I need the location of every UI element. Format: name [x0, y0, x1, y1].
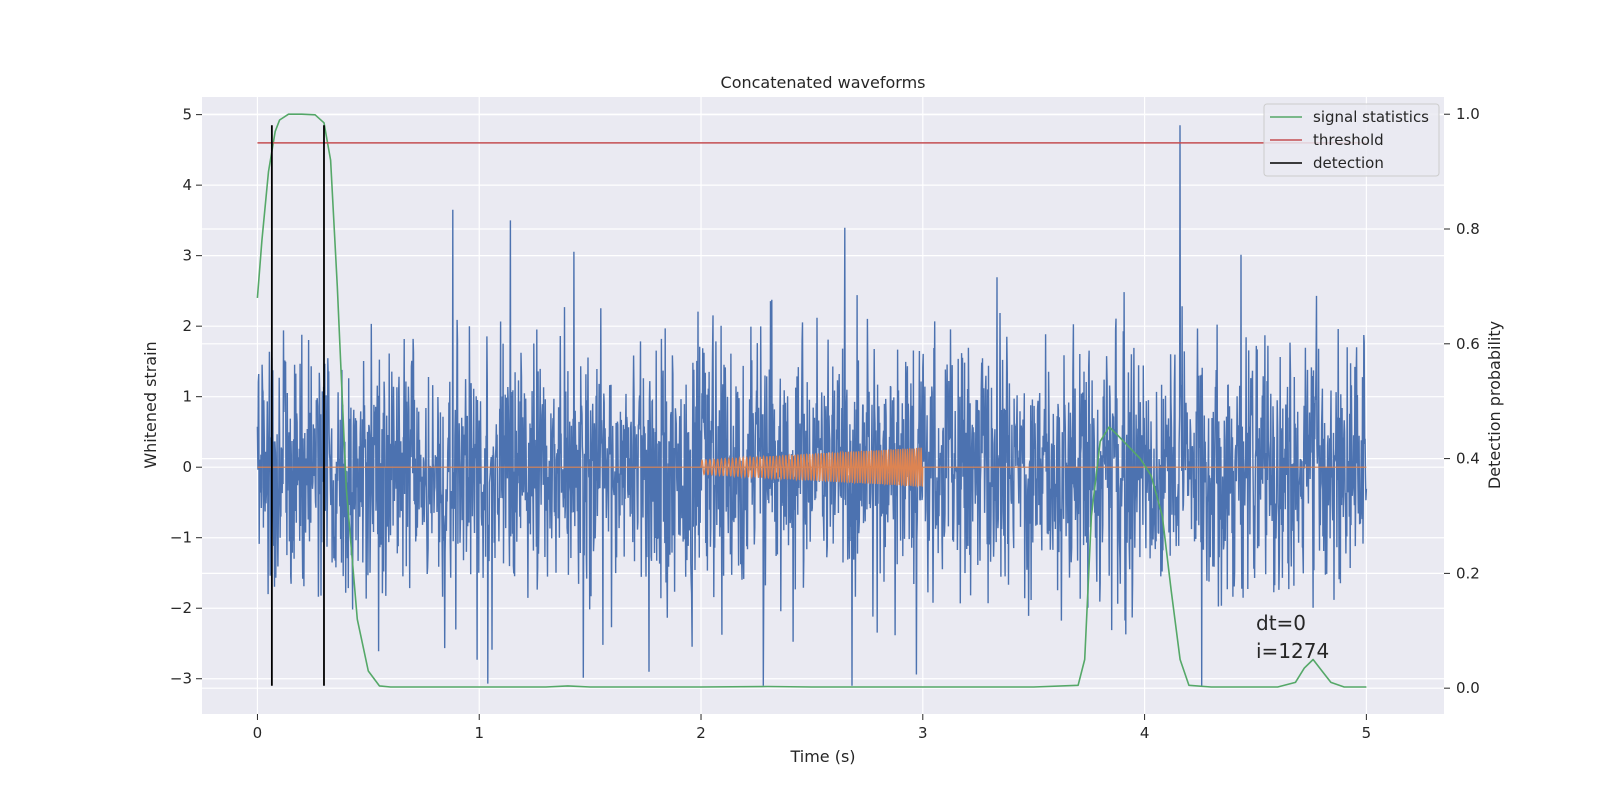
y-tick-label: 0 [182, 458, 192, 476]
annotation-index: i=1274 [1256, 639, 1329, 663]
signal-statistics-line [256, 113, 1367, 688]
y-tick-label: 4 [182, 176, 192, 194]
x-tick-label: 2 [696, 724, 706, 742]
x-tick-label: 4 [1140, 724, 1150, 742]
y-tick-label: 1 [182, 388, 192, 406]
x-tick-label: 1 [474, 724, 484, 742]
chart-title: Concatenated waveforms [721, 73, 926, 92]
y-axis-label-right: Detection probability [1485, 321, 1504, 489]
y-tick-label: −2 [170, 599, 192, 617]
y-tick-label: 2 [182, 317, 192, 335]
y-right-tick-label: 0.2 [1456, 564, 1480, 582]
legend: signal statistics threshold detection [1263, 103, 1440, 177]
x-tick-label: 0 [253, 724, 263, 742]
strain-series [256, 125, 1368, 686]
x-tick-label: 5 [1362, 724, 1372, 742]
y-right-tick-label: 0.6 [1456, 335, 1480, 353]
strain-line [256, 125, 1368, 686]
y-right-tick-label: 1.0 [1456, 105, 1480, 123]
x-tick-label: 3 [918, 724, 928, 742]
x-axis-label: Time (s) [789, 747, 855, 766]
detection-series [270, 125, 325, 686]
legend-label-threshold: threshold [1313, 131, 1384, 149]
y-axis-label: Whitened strain [141, 341, 160, 468]
y-right-tick-label: 0.8 [1456, 220, 1480, 238]
annotations: dt=0 i=1274 [1256, 611, 1329, 663]
legend-box [1263, 103, 1440, 177]
legend-label-detection: detection [1313, 154, 1384, 172]
y-tick-label: −3 [170, 670, 192, 688]
y-right-tick-label: 0.4 [1456, 450, 1480, 468]
annotation-dt: dt=0 [1256, 611, 1306, 635]
y-right-tick-label: 0.0 [1456, 679, 1480, 697]
y-tick-label: 3 [182, 247, 192, 265]
y-tick-label: 5 [182, 106, 192, 124]
signal-statistics-series [256, 113, 1367, 688]
legend-label-signal-statistics: signal statistics [1313, 108, 1429, 126]
axes: 0 1 2 3 4 5 −3 −2 −1 0 1 2 3 4 5 0.0 0.2 0.4 0.6 0.8 1.0 [170, 105, 1480, 742]
y-tick-label: −1 [170, 529, 192, 547]
injection-series [257, 447, 1367, 488]
